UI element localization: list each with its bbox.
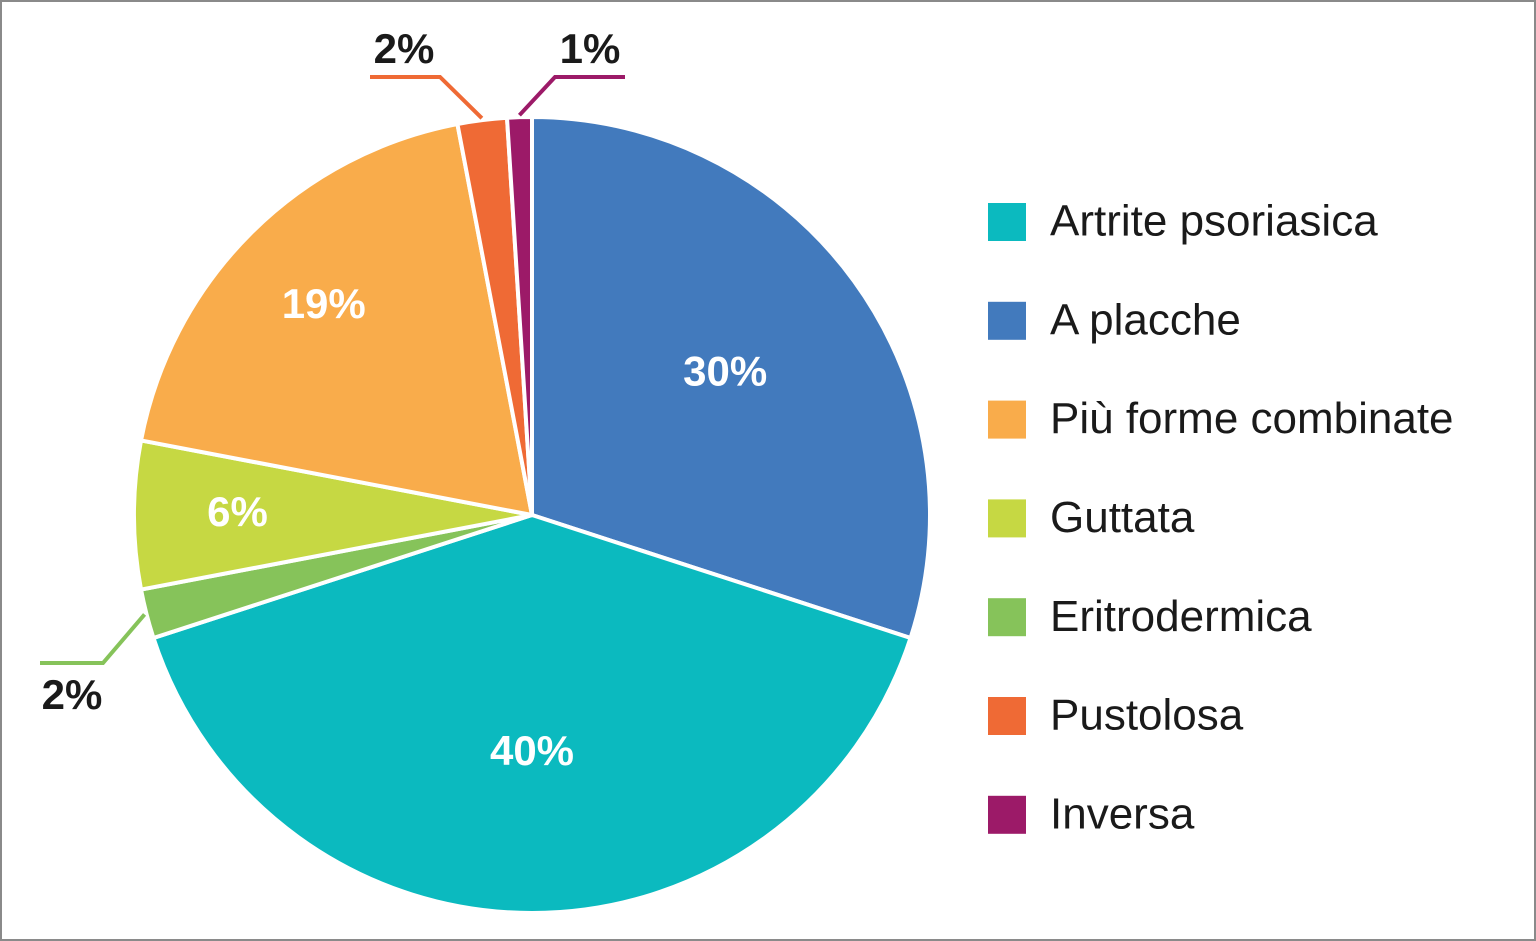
data-label: 19% bbox=[282, 280, 366, 327]
legend-label: Artrite psoriasica bbox=[1050, 197, 1378, 246]
legend-swatch bbox=[988, 598, 1026, 637]
legend-label: Inversa bbox=[1050, 789, 1195, 838]
legend-label: Pustolosa bbox=[1050, 691, 1244, 740]
data-label: 30% bbox=[683, 348, 767, 395]
pie-slice bbox=[530, 114, 932, 641]
pie-slice bbox=[150, 512, 914, 915]
data-label: 2% bbox=[374, 25, 435, 72]
leader-line bbox=[370, 75, 484, 120]
legend-swatch bbox=[988, 301, 1026, 340]
legend-swatch bbox=[988, 795, 1026, 834]
pie-slice bbox=[138, 121, 535, 518]
legend-label: A placche bbox=[1050, 295, 1241, 344]
leader-line bbox=[517, 75, 625, 117]
pie-slice bbox=[504, 114, 534, 516]
legend-swatch bbox=[988, 499, 1026, 538]
legend-swatch bbox=[988, 400, 1026, 439]
data-label: 40% bbox=[490, 727, 574, 774]
legend-label: Eritrodermica bbox=[1050, 592, 1312, 641]
legend-label: Guttata bbox=[1050, 493, 1195, 542]
data-label: 1% bbox=[560, 25, 621, 72]
legend-swatch bbox=[988, 203, 1026, 241]
leader-line bbox=[40, 613, 147, 665]
data-label: 2% bbox=[42, 671, 103, 718]
data-label: 6% bbox=[207, 488, 268, 535]
pie-slice bbox=[132, 438, 533, 592]
legend-label: Più forme combinate bbox=[1050, 394, 1454, 443]
legend-swatch bbox=[988, 697, 1026, 735]
